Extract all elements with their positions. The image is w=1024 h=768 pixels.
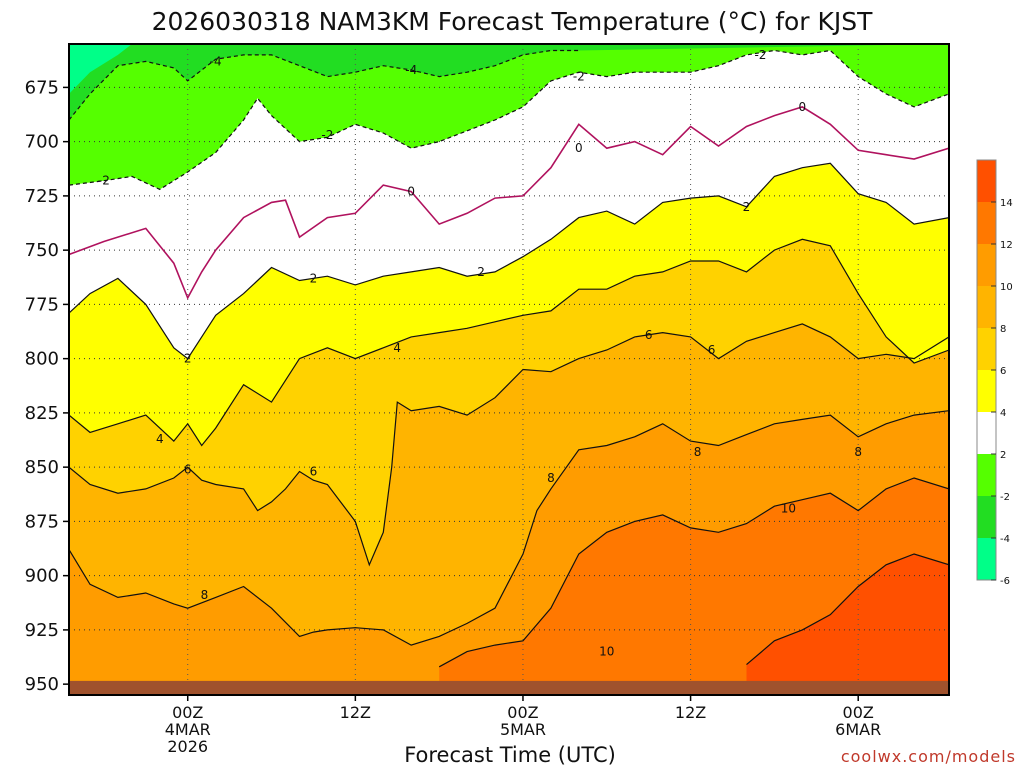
isotherm-label-6: 6 [310, 464, 318, 478]
isotherm-label-2: 2 [477, 265, 485, 279]
colorbar-label-10: 10 [1000, 282, 1013, 293]
x-tick-label: 6MAR [835, 720, 881, 739]
colorbar-label--2: -2 [1000, 492, 1010, 503]
y-tick-label-900: 900 [25, 566, 59, 587]
colorbar-band [977, 328, 996, 370]
y-tick-label-700: 700 [25, 132, 59, 153]
colorbar-band [977, 244, 996, 286]
isotherm-label-6: 6 [184, 462, 192, 476]
y-tick-label-775: 775 [25, 294, 59, 315]
isotherm-label-6: 6 [645, 328, 653, 342]
colorbar-label-8: 8 [1000, 324, 1006, 335]
isotherm-label-0: 0 [407, 185, 415, 199]
x-tick-label: 12Z [675, 703, 706, 722]
y-tick-label-675: 675 [25, 77, 59, 98]
colorbar-band [977, 286, 996, 328]
colorbar-label-12: 12 [1000, 240, 1013, 251]
colorbar-band [977, 454, 996, 496]
y-tick-label-825: 825 [25, 403, 59, 424]
x-tick-label: 12Z [340, 703, 371, 722]
isotherm-label-0: 0 [575, 141, 583, 155]
x-tick-label: 5MAR [500, 720, 546, 739]
isotherm-0 [69, 106, 949, 300]
isotherm-label-10: 10 [781, 501, 796, 515]
y-tick-label-750: 750 [25, 240, 59, 261]
isotherm-10 [438, 477, 949, 668]
isotherm-label-4: 4 [393, 341, 401, 355]
colorbar-label-4: 4 [1000, 408, 1006, 419]
x-tick-label: 2026 [167, 737, 208, 756]
isotherm-labels: -4 -4 -2 -2 -2 -2 0 0 0 2 2 2 2 4 4 6 6 6 6 8 8 8 8 10 10 [98, 48, 862, 659]
isotherm-label-0: 0 [799, 100, 807, 114]
isotherm-label--4: -4 [405, 63, 417, 77]
isotherm-label-2: 2 [184, 352, 192, 366]
plot-area: -4 -4 -2 -2 -2 -2 0 0 0 2 2 2 2 4 4 6 6 6 6 8 8 8 8 10 10 [69, 44, 949, 695]
colorbar-label--4: -4 [1000, 534, 1010, 545]
isotherm-label-10: 10 [599, 645, 614, 659]
x-tick-label: 00Z [843, 703, 874, 722]
isotherm-label--2: -2 [573, 70, 585, 84]
y-tick-label-725: 725 [25, 186, 59, 207]
x-tick-label: 4MAR [165, 720, 211, 739]
isotherm-label--2: -2 [321, 128, 333, 142]
isotherm-label-8: 8 [547, 471, 555, 485]
x-axis-title: Forecast Time (UTC) [404, 743, 616, 767]
isotherm-8 [69, 410, 949, 646]
band-coldest [69, 44, 132, 94]
isotherm-6 [69, 323, 949, 567]
y-tick-label-950: 950 [25, 674, 59, 695]
isotherm-label--4: -4 [210, 54, 222, 68]
colorbar-label-14: 14 [1000, 198, 1013, 209]
y-tick-label-925: 925 [25, 620, 59, 641]
colorbar-band [977, 538, 996, 580]
isotherm-label-2: 2 [743, 200, 751, 214]
isotherm-label-4: 4 [156, 432, 164, 446]
isotherm-4 [69, 238, 949, 447]
band-below--2 [69, 44, 949, 190]
isotherm--4 [69, 49, 579, 121]
colorbar-label-2: 2 [1000, 450, 1006, 461]
colorbar-band [977, 370, 996, 412]
colorbar-band [977, 160, 996, 202]
y-tick-label-850: 850 [25, 457, 59, 478]
chart-title: 2026030318 NAM3KM Forecast Temperature (… [152, 7, 874, 36]
ground-surface [69, 680, 949, 695]
isotherm--2 [69, 49, 949, 191]
colorbar-label-6: 6 [1000, 366, 1006, 377]
isotherm-label-2: 2 [310, 271, 318, 285]
credit-text: coolwx.com/models [841, 747, 1016, 766]
x-tick-label: 00Z [172, 703, 203, 722]
isotherm-label-6: 6 [708, 343, 716, 357]
colorbar-band [977, 496, 996, 538]
y-tick-label-875: 875 [25, 511, 59, 532]
isotherm-label-8: 8 [694, 445, 702, 459]
x-tick-label: 00Z [507, 703, 538, 722]
y-axis: 675 700 725 750 775 800 825 850 875 900 925 950 [25, 77, 69, 695]
isotherm-lines [69, 49, 949, 668]
y-tick-label-800: 800 [25, 349, 59, 370]
colorbar: 14 12 10 8 6 4 2 -2 -4 -6 [976, 159, 1013, 587]
isotherm-label-8: 8 [201, 588, 209, 602]
colorbar-band [977, 412, 996, 454]
colorbar-label--6: -6 [1000, 576, 1010, 587]
isotherm-12 [746, 553, 949, 666]
temperature-bands [69, 44, 949, 695]
isotherm-label--2: -2 [98, 174, 110, 188]
isotherm-label--2: -2 [754, 48, 766, 62]
isotherm-2 [69, 162, 949, 360]
isotherm-label-8: 8 [854, 445, 862, 459]
colorbar-band [977, 202, 996, 244]
plot-frame [68, 43, 950, 696]
